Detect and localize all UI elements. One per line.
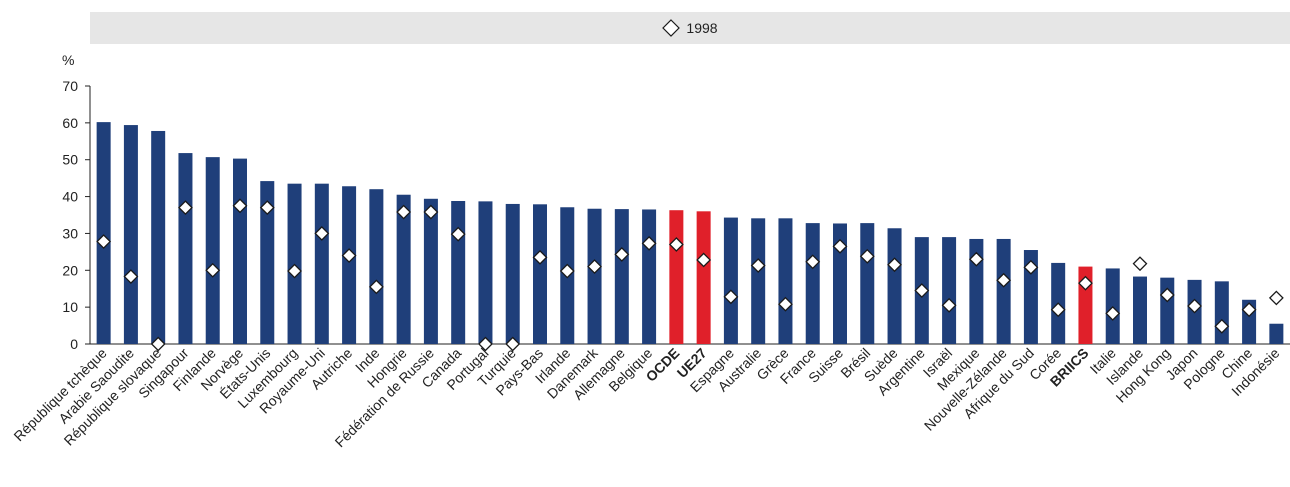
- bar: [423, 198, 438, 344]
- marker-1998: [259, 200, 275, 216]
- marker-1998: [150, 336, 166, 352]
- bar: [805, 223, 820, 344]
- bar: [969, 238, 984, 344]
- marker-1998: [614, 247, 630, 262]
- marker-1998: [805, 254, 821, 270]
- marker-1998: [205, 262, 221, 278]
- bar: [669, 210, 684, 344]
- marker-1998: [587, 259, 602, 275]
- marker-1998: [832, 238, 848, 254]
- legend-label: 1998: [686, 20, 718, 36]
- marker-1998: [368, 279, 384, 295]
- bar: [614, 209, 629, 344]
- marker-1998: [314, 226, 330, 241]
- marker-1998: [478, 336, 493, 352]
- marker-1998: [450, 226, 466, 242]
- marker-1998: [1214, 318, 1230, 334]
- marker-1998: [287, 263, 302, 279]
- marker-1998: [341, 248, 357, 263]
- bar: [533, 204, 547, 344]
- bar: [451, 200, 466, 344]
- marker-1998: [1241, 302, 1257, 318]
- bar: [778, 218, 793, 344]
- bar: [587, 208, 602, 344]
- marker-1998: [123, 269, 139, 284]
- marker-1998: [750, 258, 766, 273]
- marker-1998: [1268, 290, 1284, 306]
- y-tick-label: 10: [62, 299, 78, 315]
- marker-1998: [232, 198, 248, 214]
- y-tick-label: 0: [70, 336, 78, 352]
- marker-1998: [1050, 302, 1066, 318]
- bar: [723, 217, 738, 344]
- marker-1998: [559, 263, 575, 279]
- marker-1998: [1105, 305, 1121, 321]
- bar: [178, 153, 193, 344]
- y-tick-label: 30: [62, 225, 78, 241]
- bar: [151, 130, 166, 344]
- marker-1998: [668, 237, 684, 252]
- marker-1998: [1159, 287, 1175, 303]
- bar: [505, 203, 520, 344]
- bar: [233, 158, 247, 344]
- bar: [123, 125, 138, 344]
- marker-1998: [423, 204, 439, 220]
- marker-1998: [941, 297, 957, 313]
- marker-1998: [887, 257, 902, 273]
- diamond-marker-icon: [662, 19, 681, 37]
- marker-1998: [914, 283, 930, 298]
- marker-1998: [1078, 275, 1093, 291]
- y-tick-label: 40: [62, 189, 78, 205]
- bar: [205, 157, 220, 344]
- y-tick-label: 70: [62, 78, 78, 94]
- bar: [369, 189, 384, 344]
- marker-1998: [96, 234, 112, 249]
- marker-1998: [1023, 259, 1039, 275]
- bar: [996, 238, 1011, 344]
- markers-1998: [96, 198, 1284, 352]
- marker-1998: [723, 289, 739, 305]
- marker-1998: [996, 272, 1012, 288]
- bar: [642, 209, 657, 344]
- bar: [751, 218, 766, 344]
- marker-1998: [1187, 298, 1202, 314]
- marker-1998: [968, 251, 984, 267]
- legend-item-1998: 1998: [662, 19, 718, 37]
- bar: [1023, 250, 1038, 344]
- bar: [860, 223, 875, 344]
- bar: [260, 181, 275, 344]
- bars: [96, 122, 1284, 345]
- bar: [887, 228, 902, 344]
- bar: [396, 194, 411, 344]
- y-tick-label: 60: [62, 115, 78, 131]
- marker-1998: [778, 296, 793, 312]
- marker-1998: [1132, 256, 1148, 272]
- bar: [1214, 281, 1229, 344]
- bar: [96, 122, 111, 345]
- legend-band: 1998: [90, 12, 1290, 44]
- bar: [1269, 323, 1284, 344]
- y-tick-label: 20: [62, 262, 78, 278]
- marker-1998: [505, 336, 521, 352]
- bar: [696, 211, 711, 344]
- y-axis-label: %: [62, 52, 74, 68]
- marker-1998: [859, 248, 875, 264]
- bar: [833, 223, 847, 344]
- bar: [314, 183, 329, 344]
- bar: [942, 237, 957, 344]
- marker-1998: [641, 235, 657, 251]
- y-tick-label: 50: [62, 152, 78, 168]
- bar: [478, 201, 493, 344]
- marker-1998: [532, 249, 548, 265]
- marker-1998: [178, 200, 193, 216]
- bar: [1133, 276, 1147, 344]
- marker-1998: [696, 252, 712, 268]
- marker-1998: [396, 204, 412, 220]
- bar: [342, 186, 357, 344]
